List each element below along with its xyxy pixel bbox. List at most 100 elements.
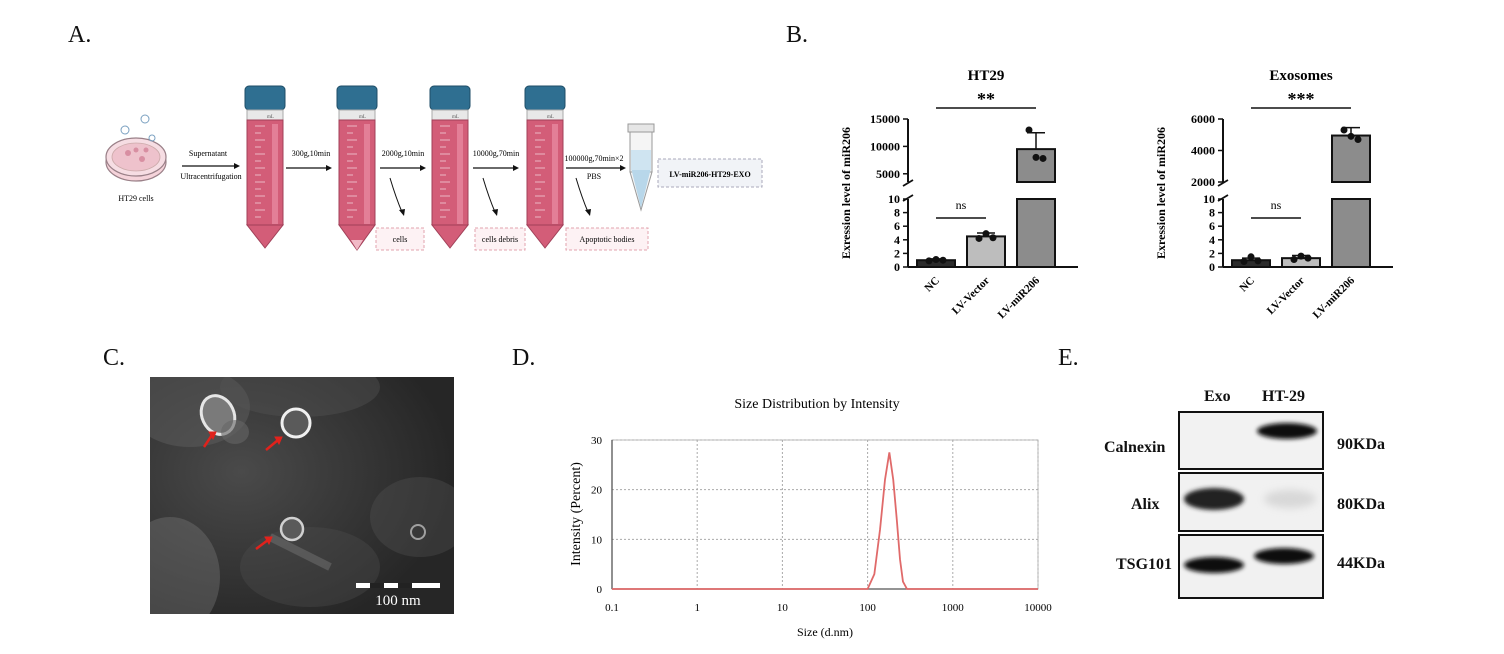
blot-strip-calnexin (1178, 411, 1324, 470)
data-point (1340, 126, 1348, 134)
bar-LV-Vector (966, 235, 1006, 268)
x-tick-label: LV-miR206 (1311, 274, 1358, 321)
data-point (1304, 254, 1312, 262)
x-tick-label: LV-miR206 (996, 274, 1043, 321)
tem-micrograph: 100 nm (150, 377, 454, 614)
plot-area (611, 439, 1039, 590)
data-point (1032, 153, 1040, 161)
data-point (1290, 256, 1298, 264)
x-tick-label: 10000 (1024, 602, 1052, 614)
discard-arrow-1 (389, 177, 403, 213)
tube-cap (429, 85, 471, 111)
y-tick-label: 20 (591, 485, 603, 497)
step3-label: 2000g,10min (382, 149, 424, 158)
y-axis-label: Exression level of miR206 (839, 127, 853, 259)
data-point (982, 230, 990, 238)
size-distribution-chart: Size Distribution by Intensity 0.1 1 10 100 1… (569, 397, 1052, 639)
y-tick-label: 8 (894, 206, 900, 220)
y-tick-label: 6 (1209, 219, 1215, 233)
y-tick-label: 5000 (876, 167, 900, 181)
data-point (1247, 253, 1255, 261)
y-tick-label: 10 (888, 192, 900, 206)
significance-label: ns (956, 198, 967, 212)
centrifuge-tube-1: mL (244, 85, 286, 249)
band-alix-ht29 (1264, 490, 1316, 508)
axis-break-mark (902, 179, 914, 187)
y-tick-label: 0 (597, 584, 603, 596)
vesicle-3 (279, 516, 305, 542)
product-box (657, 158, 763, 188)
tube-neck (246, 109, 284, 121)
bar-LV-miR206-upper (1331, 134, 1371, 183)
x-tick-label: 10 (777, 602, 789, 614)
y-tick-label: 10 (1203, 192, 1215, 206)
data-point (939, 256, 947, 264)
discard-box-debris (474, 227, 526, 251)
chart-title: Exosomes (1269, 68, 1332, 84)
row-size-tsg101: 44KDa (1337, 555, 1385, 572)
data-point (1025, 126, 1033, 134)
blot-strip-tsg101 (1178, 534, 1324, 599)
bar-NC (1231, 259, 1271, 268)
tube-highlight (457, 124, 463, 224)
y-tick-label: 30 (591, 435, 603, 447)
tube-highlight (552, 124, 558, 224)
step5-top-label: 100000g,70min×2 (565, 154, 624, 163)
x-tick-label: LV-Vector (950, 275, 992, 317)
discard-label-debris: cells debris (482, 235, 518, 244)
discard-label-cells: cells (393, 235, 408, 244)
discard-box-cells (375, 227, 425, 251)
significance-label: ** (977, 89, 995, 109)
tube-cap (524, 85, 566, 111)
data-point (1354, 135, 1362, 143)
tube-cap (244, 85, 286, 111)
y-axis-label: Exression level of miR206 (1154, 127, 1168, 259)
row-label-calnexin: Calnexin (1104, 439, 1166, 456)
data-point (975, 234, 983, 242)
exosomes-bar-chart: Exosomes Exression level of miR206 0246810… (1154, 68, 1393, 321)
petri-dish-icon (105, 114, 167, 182)
blot-strip-alix (1178, 472, 1324, 532)
tube-neck (431, 109, 469, 121)
y-tick-label: 6 (894, 219, 900, 233)
western-blot: Exo HT-29 Calnexin Alix TSG101 90KDa 80K… (1090, 385, 1420, 605)
y-tick-label: 2000 (1191, 175, 1215, 189)
x-tick-label: NC (1237, 275, 1257, 295)
data-point (989, 234, 997, 242)
data-point (925, 257, 933, 265)
x-tick-label: 1000 (942, 602, 965, 614)
tube-neck (338, 109, 376, 121)
data-point (1297, 252, 1305, 260)
tube-unit-label: mL (267, 115, 274, 120)
step2-label: 300g,10min (292, 149, 330, 158)
band-calnexin-ht29 (1257, 423, 1317, 439)
row-label-tsg101: TSG101 (1116, 556, 1173, 573)
tube-tip (245, 224, 285, 249)
band-alix-exo (1184, 488, 1244, 510)
red-arrow-3 (255, 536, 273, 550)
centrifuge-tube-2: mL (336, 85, 378, 251)
axis-break-mark (902, 194, 914, 202)
y-tick-label: 2 (1209, 246, 1215, 260)
y-tick-label: 4000 (1191, 144, 1215, 158)
centrifuge-tube-3: mL (429, 85, 471, 249)
step4-label: 10000g,70min (473, 149, 519, 158)
centrifuge-tube-4: mL (524, 85, 566, 249)
column-label-ht29: HT-29 (1262, 388, 1305, 405)
panel-b-letter: B. (786, 22, 809, 48)
band-tsg101-exo (1184, 557, 1244, 573)
x-tick-label: 100 (859, 602, 876, 614)
axis-break-mark (1217, 194, 1229, 202)
tube-highlight (364, 124, 370, 224)
size-distribution-line (612, 452, 1038, 590)
x-tick-label: 1 (694, 602, 700, 614)
chart-title: Size Distribution by Intensity (734, 397, 899, 412)
data-point (1254, 257, 1262, 265)
x-tick-label: LV-Vector (1265, 275, 1307, 317)
x-tick-label: 0.1 (605, 602, 619, 614)
y-tick-label: 6000 (1191, 112, 1215, 126)
tube-tip (525, 224, 565, 249)
row-size-calnexin: 90KDa (1337, 436, 1385, 453)
row-size-alix: 80KDa (1337, 496, 1385, 513)
